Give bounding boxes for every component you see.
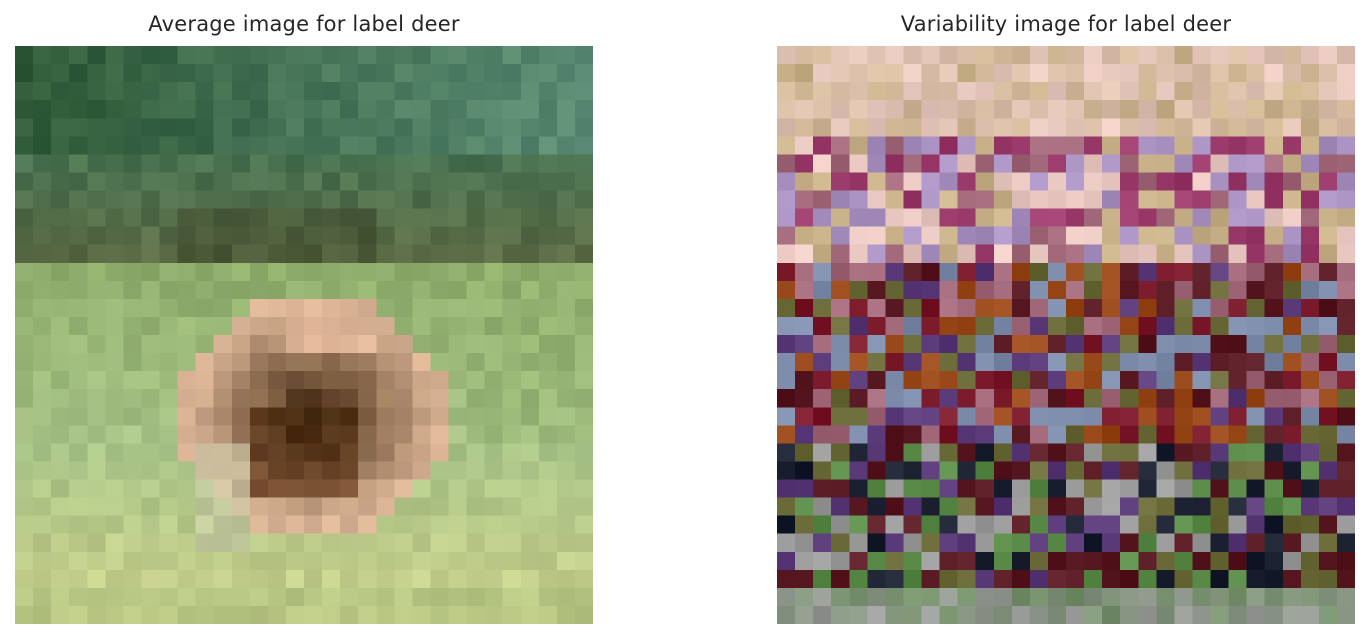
average-deer-image: [15, 46, 593, 624]
variability-image-title: Variability image for label deer: [900, 12, 1232, 36]
average-image-title: Average image for label deer: [148, 12, 460, 36]
variability-deer-image: [777, 46, 1355, 624]
